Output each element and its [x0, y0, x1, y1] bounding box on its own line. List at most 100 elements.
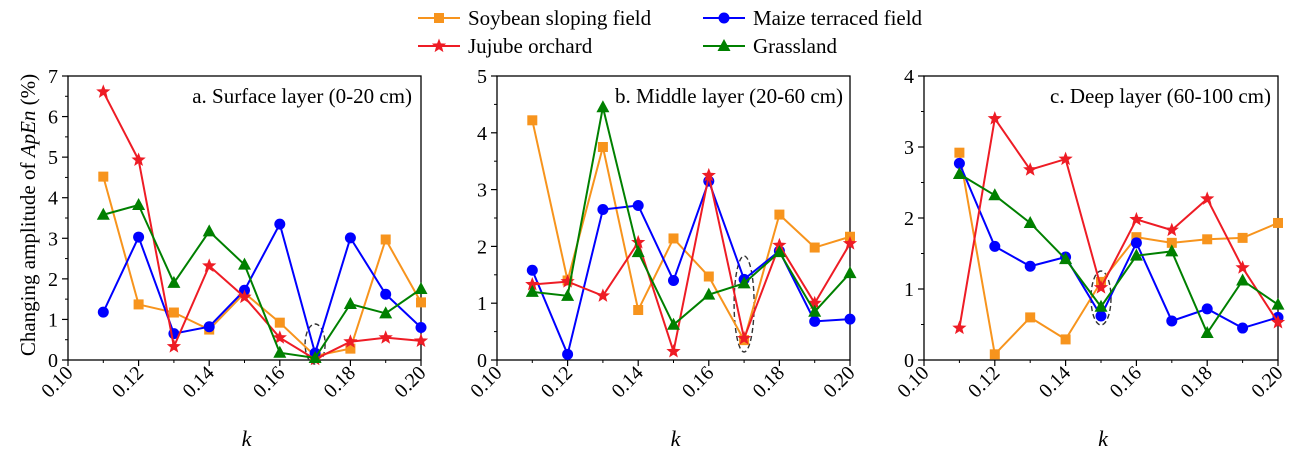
y-tick-label: 2: [477, 236, 487, 258]
data-point: [597, 203, 609, 215]
data-point: [809, 242, 820, 253]
data-point: [1060, 334, 1071, 345]
x-tick-label: 0.12: [964, 362, 1004, 402]
x-axis-label: k: [1098, 426, 1109, 451]
panels: 0 1 2 3 4 5 6 7 0.10 0.12 0.14 0.16 0.18 0.20 k a. Surf…: [37, 66, 1287, 451]
data-point: [737, 276, 751, 289]
x-tick-label: 0.16: [678, 362, 718, 402]
series-triangle: [96, 198, 428, 363]
data-point: [131, 152, 146, 167]
data-point: [1129, 211, 1144, 226]
y-axis-label: Changing amplitude of ApEn (%): [16, 74, 40, 356]
data-point: [807, 295, 822, 310]
data-point: [772, 245, 786, 258]
data-point: [413, 333, 429, 347]
legend: Soybean sloping field Maize terraced fiel…: [418, 6, 923, 58]
data-point: [525, 276, 540, 291]
y-tick-label: 4: [48, 188, 58, 210]
series-line: [102, 91, 422, 361]
data-point: [772, 237, 787, 252]
legend-label: Maize terraced field: [753, 6, 923, 30]
data-point: [1200, 326, 1214, 339]
data-point: [1059, 252, 1073, 265]
y-tick-label: 2: [48, 269, 58, 291]
data-point: [1237, 232, 1248, 243]
x-axis-label: k: [671, 426, 682, 451]
data-point: [1166, 315, 1178, 327]
data-point: [666, 343, 681, 358]
data-point: [632, 200, 644, 212]
data-point: [167, 275, 181, 288]
y-tick-label: 0: [48, 350, 58, 372]
series-line: [103, 203, 422, 360]
data-point: [1236, 273, 1250, 286]
data-point: [953, 157, 965, 169]
data-point: [668, 274, 679, 286]
series-circle: [97, 218, 427, 359]
data-point: [203, 321, 215, 333]
legend-marker-square: [434, 13, 444, 23]
data-point: [414, 282, 428, 294]
data-point: [952, 166, 966, 179]
panel-a: 0 1 2 3 4 5 6 7 0.10 0.12 0.14 0.16 0.18 0.20 k a. Surf…: [37, 66, 430, 451]
x-tick-label: 0.20: [819, 362, 859, 402]
y-tick-label: 1: [48, 309, 58, 331]
series-triangle: [525, 100, 857, 330]
series-line: [532, 175, 851, 356]
y-tick-label: 1: [477, 293, 487, 315]
data-point: [1093, 280, 1109, 294]
data-point: [344, 232, 356, 244]
data-point: [703, 271, 714, 282]
data-point: [952, 320, 967, 335]
data-point: [238, 257, 251, 270]
data-point: [988, 188, 1002, 201]
data-point: [1165, 244, 1179, 257]
x-tick-label: 0.12: [537, 362, 577, 402]
legend-marker-triangle: [717, 39, 731, 51]
x-tick-label: 0.18: [749, 362, 789, 402]
data-point: [525, 284, 539, 297]
data-point: [132, 198, 146, 211]
data-point: [1094, 299, 1108, 312]
data-point: [1130, 237, 1142, 249]
plot-frame: [496, 75, 851, 361]
legend-item: Soybean sloping field: [418, 6, 652, 30]
legend-item: Maize terraced field: [703, 6, 923, 30]
data-point: [98, 171, 109, 182]
y-tick-label: 3: [904, 137, 914, 159]
data-point: [202, 258, 217, 272]
data-point: [202, 224, 216, 237]
data-point: [633, 305, 644, 316]
data-point: [379, 306, 393, 319]
y-tick-label: 5: [48, 147, 58, 169]
data-point: [168, 307, 179, 318]
data-point: [595, 288, 611, 302]
series-circle: [953, 157, 1284, 334]
data-point: [1235, 260, 1250, 274]
x-tick-label: 0.16: [249, 362, 289, 402]
data-point: [1058, 151, 1073, 166]
data-point: [1166, 237, 1177, 248]
data-point: [237, 289, 252, 304]
data-point: [702, 287, 716, 300]
legend-label: Jujube orchard: [468, 34, 593, 58]
panel-title: a. Surface layer (0-20 cm): [192, 84, 412, 108]
data-point: [133, 231, 145, 243]
data-point: [1200, 191, 1215, 205]
data-point: [1202, 234, 1213, 245]
plot-frame: [67, 75, 422, 361]
y-tick-label: 7: [48, 66, 58, 88]
legend-marker-star: [431, 38, 447, 53]
data-point: [597, 142, 608, 152]
legend-marker-circle: [718, 12, 730, 24]
series-square: [98, 171, 426, 361]
x-tick-label: 0.20: [1247, 362, 1287, 402]
panel-title: c. Deep layer (60-100 cm): [1050, 84, 1271, 108]
y-tick-label: 6: [48, 107, 58, 129]
data-point: [380, 288, 392, 300]
legend-item: Jujube orchard: [418, 34, 593, 58]
data-point: [308, 350, 322, 363]
data-point: [272, 330, 287, 344]
x-tick-label: 0.18: [320, 362, 360, 402]
